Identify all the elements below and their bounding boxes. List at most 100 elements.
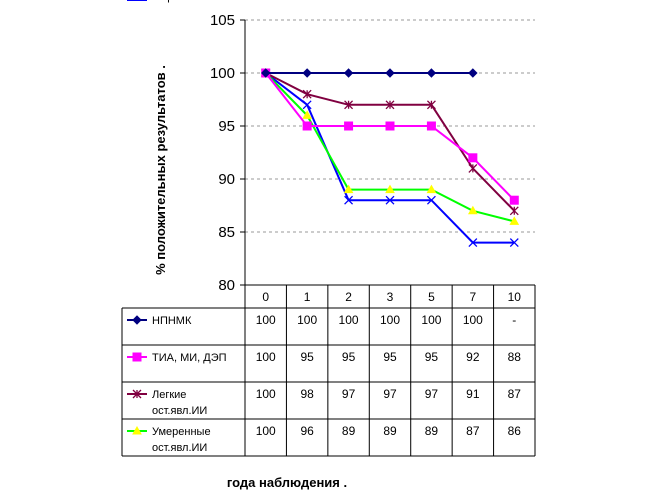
table-cell: 88 [425,0,439,3]
data-point [302,100,312,110]
y-tick-label: 90 [218,171,235,188]
data-point [426,68,437,78]
data-point [426,121,436,131]
series-line [264,72,515,223]
data-point [468,238,478,248]
series-2 [261,68,519,216]
data-point [509,195,519,205]
table-cell: 100 [380,313,400,327]
data-table: 0 1 2 3 5 7 10 НПНМК 100 100 100 100 100 100 - ТИА, МИ,… [122,0,536,457]
x-tick-label: 3 [387,290,394,304]
table-cell: 95 [425,350,439,364]
legend-marker [132,352,142,362]
table-cell: 84 [508,0,522,3]
table-cell: 100 [339,313,359,327]
table-cell: 89 [425,424,439,438]
data-point [467,205,478,215]
table-cell: 86 [508,424,522,438]
data-point [385,121,395,131]
table-cell: 96 [300,424,314,438]
series-1 [261,68,519,205]
table-cell: 97 [383,387,397,401]
data-point [426,184,437,194]
table-cell: 87 [466,424,480,438]
legend-label: ост.явл.ИИ [152,405,207,417]
table-cell: 100 [256,313,276,327]
table-cell: 88 [383,0,397,3]
series-group [260,67,520,248]
data-point [302,110,313,119]
table-cell: 89 [383,424,397,438]
table-cell: - [512,313,516,327]
table-cell: 92 [466,350,480,364]
y-tick-label: 85 [218,224,235,241]
table-cell: 89 [342,424,356,438]
legend-label: ТИА, МИ, ДЭП [152,352,227,364]
table-cell: 100 [421,313,441,327]
y-tick-label: 80 [218,277,235,294]
data-point [343,68,354,78]
x-tick-label: 1 [304,290,311,304]
data-point [344,195,354,205]
data-point [509,216,520,225]
data-point [468,153,478,163]
table-cell: 84 [466,0,480,3]
data-point [385,68,395,78]
table-cell: 100 [297,313,317,327]
x-tick-label: 7 [470,290,477,304]
table-cell: 88 [342,0,356,3]
data-point [509,206,519,216]
legend-label: ост.явл.ИИ [152,442,207,454]
x-tick-label: 10 [508,290,522,304]
x-tick-label: 0 [262,290,269,304]
table-cell: 88 [508,350,522,364]
legend-label: ост.явл.ИИ [152,0,207,3]
legend-label: Выраженные [152,0,219,3]
table-cell: 100 [256,350,276,364]
table-cell: 100 [463,313,483,327]
x-tick-label: 2 [345,290,352,304]
y-axis-label: % положительных результатов . [153,65,168,275]
table-cell: 100 [256,424,276,438]
y-tick-label: 105 [210,12,235,29]
legend-marker [132,425,142,435]
x-axis-label: года наблюдения . [227,475,347,490]
y-axis: 80 85 90 95 100 105 [210,12,246,294]
table-cell: 100 [256,387,276,401]
table-cell: 95 [342,350,356,364]
table-cell: 98 [300,387,314,401]
data-point [302,121,312,131]
data-point [302,68,312,78]
x-tick-label: 5 [428,290,435,304]
table-cell: 97 [300,0,314,3]
legend-label: НПНМК [152,315,192,327]
data-point [468,68,478,78]
data-point [385,184,395,194]
legend-marker [132,389,142,399]
table-cell: 97 [342,387,356,401]
series-0 [261,68,478,78]
data-point [509,238,519,248]
data-point [261,68,271,78]
data-point [344,121,354,131]
series-4 [261,68,519,248]
data-point [468,163,478,173]
table-cell: 87 [508,387,522,401]
data-point [385,100,395,110]
table-cell: 95 [383,350,397,364]
legend-marker [132,315,142,325]
y-tick-label: 100 [210,65,235,82]
data-point [426,195,436,205]
data-point [343,184,354,194]
legend-label: Умеренные [152,426,211,438]
table-cell: 100 [256,0,276,3]
table-cell: 91 [466,387,480,401]
data-point [426,100,436,110]
data-point [344,100,354,110]
legend-label: Легкие [152,389,186,401]
table-cell: 95 [300,350,314,364]
y-tick-label: 95 [218,118,235,135]
data-point [385,195,395,205]
data-point [302,89,312,99]
